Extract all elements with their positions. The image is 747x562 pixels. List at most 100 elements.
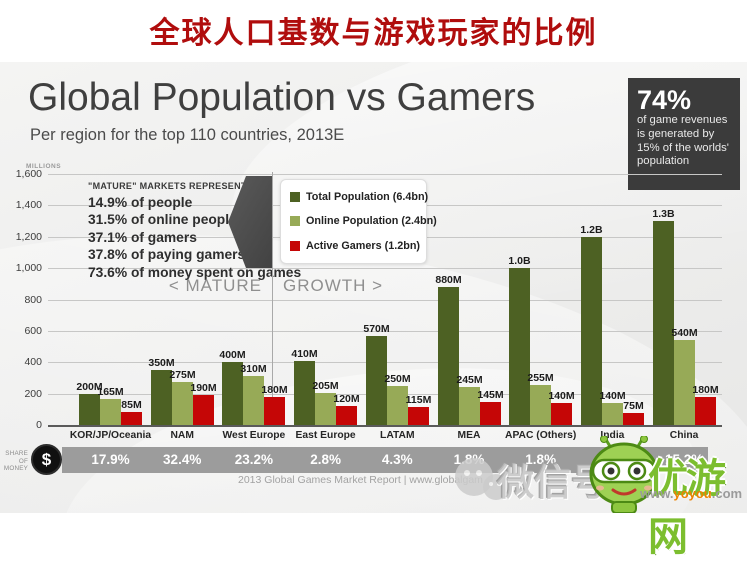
gridline: [48, 299, 722, 301]
bar-value-label: 200M: [76, 381, 103, 393]
legend-swatch: [290, 240, 300, 251]
bar-MEA: [459, 387, 480, 425]
y-axis-tick: 400: [24, 356, 42, 369]
category-label: China: [669, 430, 699, 441]
share-of-money-value: 1.8%: [525, 452, 557, 467]
y-axis-tick: 1,000: [15, 262, 42, 275]
screenshot-stage: 全球人口基数与游戏玩家的比例 Global Population vs Game…: [0, 16, 747, 560]
y-axis-tick: 800: [24, 293, 42, 306]
bar-value-label: 180M: [692, 384, 719, 396]
yoyou-site-url: www.yoyou.com: [640, 486, 743, 501]
bar-value-label: 115M: [405, 394, 432, 406]
bar-value-label: 880M: [435, 274, 462, 286]
bar-value-label: 245M: [456, 374, 483, 386]
bar-value-label: 250M: [384, 373, 411, 385]
infographic-slide: Global Population vs Gamers Per region f…: [0, 62, 747, 513]
bar-India: [623, 413, 644, 425]
wechat-id-watermark: 微信号:: [497, 461, 623, 504]
legend-swatch: [290, 216, 300, 227]
chart-subtitle: Per region for the top 110 countries, 20…: [30, 126, 345, 144]
y-axis-tick: 1,200: [15, 230, 42, 243]
mature-markets-note: "MATURE" MARKETS REPRESENT 14.9% of peop…: [88, 181, 301, 281]
mature-growth-divider: [272, 172, 273, 425]
bar-LATAM: [366, 336, 387, 425]
share-of-money-value: 1.8%: [453, 452, 485, 467]
share-of-money-value: 2.8%: [310, 452, 341, 467]
legend-label: Total Population (6.4bn): [306, 191, 429, 204]
bar-KOR/JP/Oceania: [121, 412, 142, 425]
bar-KOR/JP/Oceania: [100, 399, 121, 425]
mature-note-line: 37.1% of gamers: [88, 229, 197, 245]
bar-value-label: 255M: [527, 372, 554, 384]
highlight-text-line: 15% of the worlds': [637, 141, 729, 154]
share-of-money-value: 23.2%: [234, 452, 274, 467]
legend-item: Active Gamers (1.2bn): [290, 240, 420, 252]
bar-NAM: [151, 370, 172, 425]
highlight-text-line: of game revenues: [637, 114, 728, 126]
bar-value-label: 570M: [363, 323, 390, 335]
mature-note-line: 31.5% of online people: [88, 212, 237, 228]
category-label: LATAM: [380, 430, 415, 441]
bar-NAM: [172, 382, 193, 425]
bar-China: [653, 221, 674, 425]
highlight-stat: 74%: [637, 85, 692, 115]
share-of-money-label: SHARE OF MONEY: [3, 450, 28, 472]
gridline: [48, 330, 722, 332]
category-label: West Europe: [222, 430, 286, 441]
source-footer: 2013 Global Games Market Report | www.gl…: [238, 474, 483, 486]
segment-label-mature: < MATURE: [168, 276, 262, 295]
mature-note-line: 73.6% of money spent on games: [88, 264, 302, 280]
bar-value-label: 85M: [121, 399, 142, 411]
legend-item: Online Population (2.4bn): [290, 215, 437, 227]
bar-value-label: 1.3B: [652, 208, 675, 220]
category-label: APAC (Others): [505, 430, 577, 441]
category-label: MEA: [457, 430, 481, 441]
bar-value-label: 140M: [548, 390, 575, 402]
bar-value-label: 1.0B: [508, 255, 531, 267]
bar-West Europe: [264, 397, 285, 425]
bar-value-label: 165M: [97, 386, 124, 398]
bar-value-label: 205M: [312, 380, 339, 392]
gridline: [48, 268, 722, 270]
y-axis-tick: 600: [24, 324, 42, 337]
mature-note-line: 14.9% of people: [88, 195, 193, 210]
bar-value-label: 275M: [169, 369, 196, 381]
bar-value-label: 350M: [148, 357, 175, 369]
gridline: [48, 174, 722, 175]
bar-value-label: 120M: [333, 393, 360, 405]
bar-East Europe: [315, 393, 336, 425]
legend-swatch: [290, 192, 300, 203]
mature-note-lines: 14.9% of people 31.5% of online people 37.…: [88, 194, 301, 281]
bar-APAC (Others): [530, 385, 551, 425]
highlight-text: of game revenues is generated by 15% of th…: [637, 114, 731, 169]
bar-India: [581, 237, 602, 425]
yoyou-site-name-watermark: 优游网: [648, 456, 726, 560]
bar-value-label: 410M: [291, 348, 318, 360]
bar-KOR/JP/Oceania: [79, 394, 100, 425]
category-label: East Europe: [295, 430, 356, 441]
y-axis-tick: 1,400: [15, 199, 42, 212]
chart-title: Global Population vs Gamers: [28, 76, 536, 119]
y-axis-tick: 1,600: [15, 168, 42, 180]
bar-value-label: 190M: [190, 382, 217, 394]
bar-value-label: 140M: [599, 390, 626, 402]
segment-label-growth: GROWTH >: [283, 276, 384, 295]
mature-note-line: 37.8% of paying gamers: [88, 247, 246, 263]
y-axis-tick: 200: [24, 387, 42, 400]
gridline: [48, 425, 722, 427]
share-of-money-value: 17.9%: [91, 452, 130, 467]
category-label: India: [600, 430, 625, 441]
bar-value-label: 310M: [240, 363, 267, 375]
bar-India: [602, 403, 623, 425]
mature-note-heading: "MATURE" MARKETS REPRESENT: [88, 181, 247, 191]
page-title: 全球人口基数与游戏玩家的比例: [149, 16, 598, 51]
bar-value-label: 540M: [671, 327, 698, 339]
bar-China: [695, 397, 716, 425]
bar-East Europe: [294, 361, 315, 425]
share-of-money-value: 32.4%: [163, 452, 202, 467]
legend-item: Total Population (6.4bn): [290, 191, 428, 203]
bar-East Europe: [336, 406, 357, 425]
bar-MEA: [480, 402, 501, 425]
bar-West Europe: [243, 376, 264, 425]
bar-value-label: 400M: [219, 349, 246, 361]
